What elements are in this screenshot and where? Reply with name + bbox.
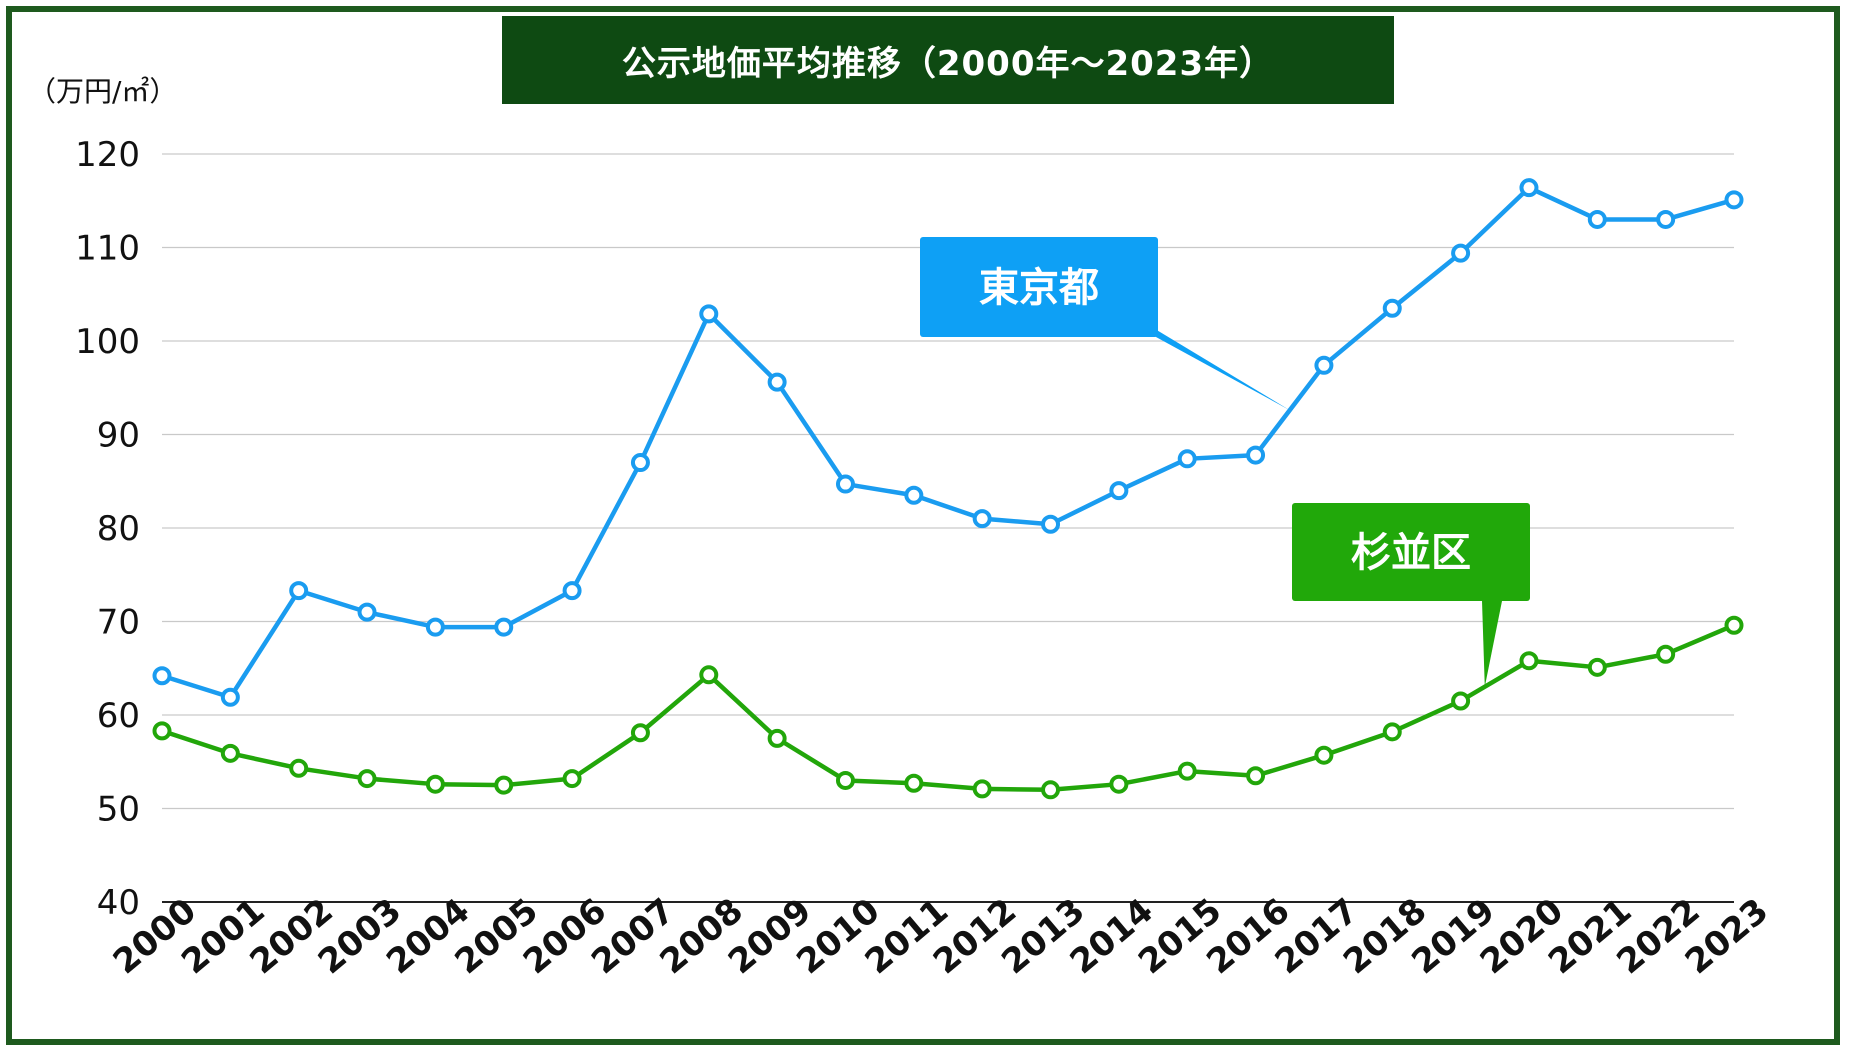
- data-point: [1382, 722, 1402, 742]
- data-point: [1109, 481, 1129, 501]
- data-point: [1656, 644, 1676, 664]
- data-point: [1587, 657, 1607, 677]
- x-axis-ticks: 2000200120022003200420052006200720082009…: [106, 891, 1776, 982]
- data-point: [904, 485, 924, 505]
- callout-tokyo: 東京都: [920, 237, 1290, 411]
- data-point: [152, 666, 172, 686]
- chart-frame: [6, 6, 1840, 1045]
- series-label: 東京都: [979, 265, 1099, 311]
- data-point: [289, 758, 309, 778]
- data-point: [1177, 449, 1197, 469]
- y-tick-label: 80: [97, 509, 140, 549]
- series-label: 杉並区: [1351, 530, 1471, 576]
- y-tick-label: 100: [75, 322, 140, 362]
- callout-pointer: [1140, 320, 1290, 411]
- data-point: [699, 665, 719, 685]
- y-tick-label: 60: [97, 696, 140, 736]
- data-point: [835, 770, 855, 790]
- data-point: [425, 774, 445, 794]
- chart-title: 公示地価平均推移（2000年〜2023年）: [502, 16, 1394, 104]
- data-point: [630, 723, 650, 743]
- data-point: [972, 509, 992, 529]
- data-point: [494, 775, 514, 795]
- data-point: [1246, 766, 1266, 786]
- data-point: [357, 769, 377, 789]
- data-point: [1724, 190, 1744, 210]
- callout-pointer: [1482, 601, 1502, 687]
- data-point: [1451, 243, 1471, 263]
- series-line: [161, 185, 1735, 700]
- data-point: [289, 581, 309, 601]
- data-point: [1177, 761, 1197, 781]
- data-point: [357, 602, 377, 622]
- data-point: [220, 743, 240, 763]
- data-point: [494, 617, 514, 637]
- data-point: [972, 779, 992, 799]
- data-point: [1314, 745, 1334, 765]
- callout-box: [920, 237, 1158, 337]
- data-point: [562, 581, 582, 601]
- y-tick-label: 70: [97, 603, 140, 643]
- data-point: [699, 304, 719, 324]
- y-axis-unit-label: （万円/㎡）: [28, 75, 178, 108]
- data-point: [767, 728, 787, 748]
- data-point: [1382, 298, 1402, 318]
- data-point: [1314, 355, 1334, 375]
- data-point: [1519, 651, 1539, 671]
- y-tick-label: 110: [75, 229, 140, 269]
- data-point: [1109, 774, 1129, 794]
- y-tick-label: 50: [97, 790, 140, 830]
- data-point: [1246, 445, 1266, 465]
- data-point: [767, 372, 787, 392]
- series-1: [152, 178, 1744, 707]
- gridlines: [162, 153, 1734, 903]
- y-axis-ticks: 40 50 60 70 80 90 100 110 120: [75, 135, 140, 923]
- data-point: [904, 773, 924, 793]
- data-point: [1519, 178, 1539, 198]
- y-tick-label: 90: [97, 416, 140, 456]
- data-point: [220, 687, 240, 707]
- series-line: [161, 623, 1735, 793]
- y-tick-label: 120: [75, 135, 140, 175]
- series-layer: [152, 178, 1744, 800]
- data-point: [425, 617, 445, 637]
- data-point: [630, 453, 650, 473]
- y-tick-label: 40: [97, 883, 140, 923]
- series-2: [152, 615, 1744, 800]
- data-point: [1724, 615, 1744, 635]
- callout-box: [1292, 503, 1530, 601]
- data-point: [1587, 209, 1607, 229]
- data-point: [1041, 780, 1061, 800]
- data-point: [562, 769, 582, 789]
- data-point: [1041, 514, 1061, 534]
- data-point: [835, 474, 855, 494]
- callout-suginami: 杉並区: [1292, 503, 1530, 687]
- data-point: [1656, 209, 1676, 229]
- data-point: [1451, 691, 1471, 711]
- data-point: [152, 721, 172, 741]
